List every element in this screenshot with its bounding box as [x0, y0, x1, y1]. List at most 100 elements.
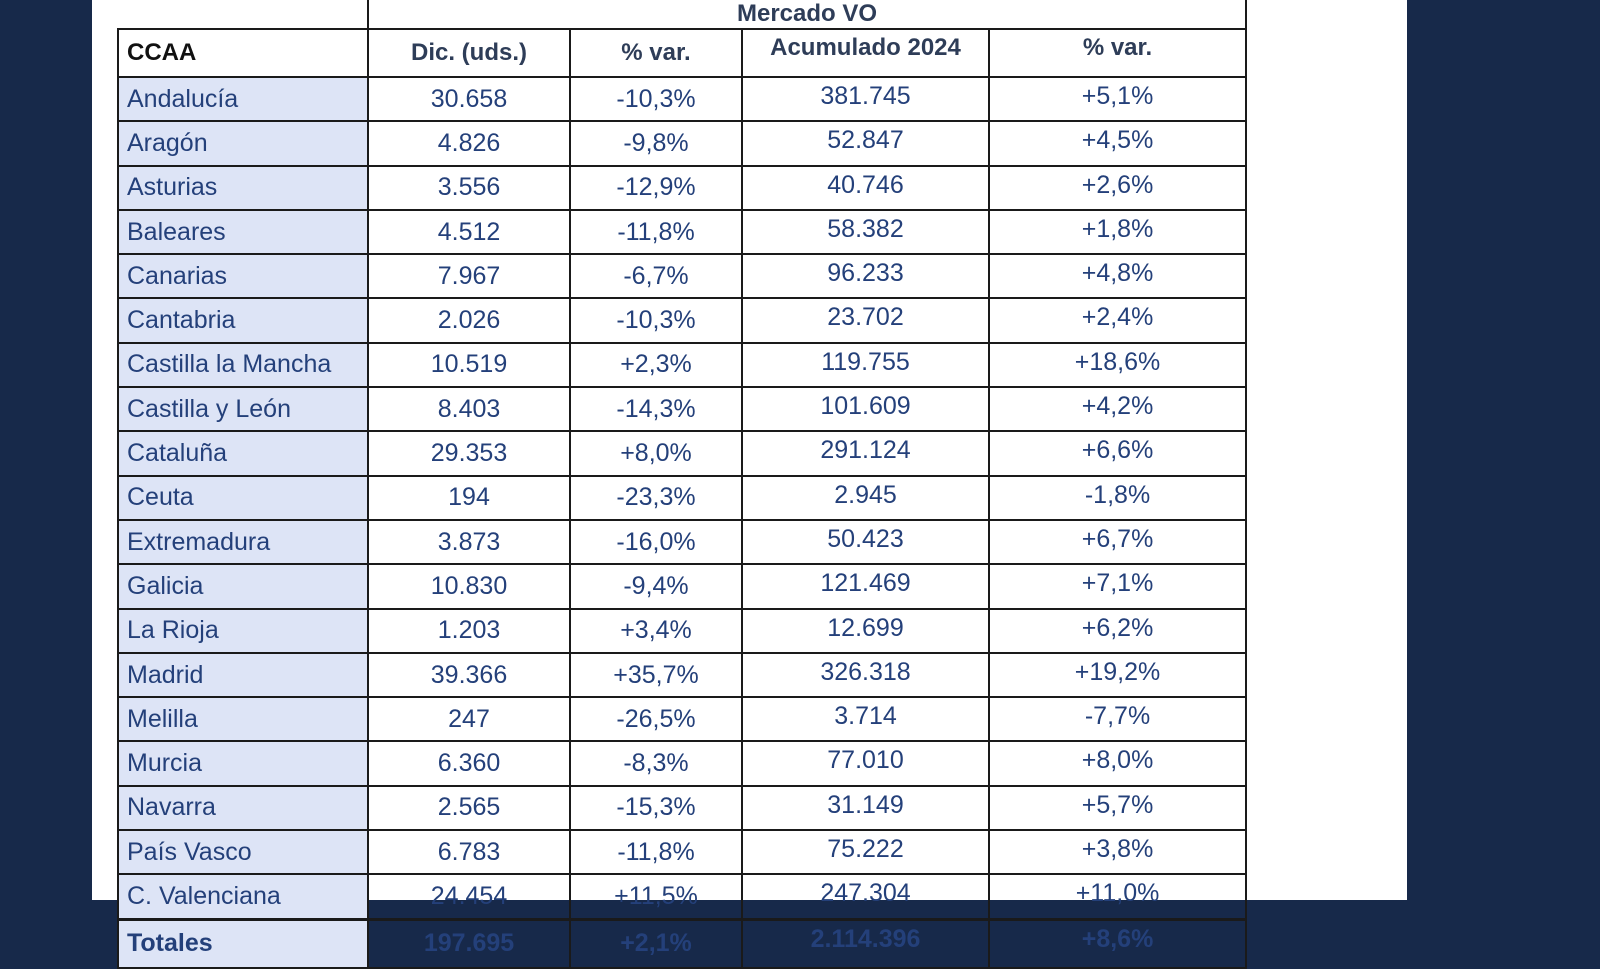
cell-ccaa: Aragón — [117, 120, 369, 167]
cell-var-acumulado: +6,7% — [987, 518, 1248, 566]
super-header-blank — [118, 0, 369, 30]
cell-acumulado: 3.714 — [741, 696, 990, 743]
cell-var-dic: -8,3% — [569, 740, 743, 787]
cell-dic: 10.519 — [367, 341, 571, 389]
cell-ccaa: C. Valenciana — [117, 873, 369, 921]
cell-ccaa: Asturias — [117, 164, 369, 211]
cell-var-acumulado: +4,2% — [987, 386, 1248, 433]
cell-ccaa: Baleares — [117, 208, 369, 256]
cell-acumulado: 119.755 — [741, 341, 990, 389]
table-row: Madrid 39.366 +35,7% 326.318 +19,2% — [117, 651, 1248, 699]
cell-acumulado: 121.469 — [741, 563, 990, 610]
header-row: CCAA Dic. (uds.) % var. Acumulado 2024 %… — [117, 28, 1248, 78]
cell-acumulado: 96.233 — [741, 253, 990, 300]
cell-var-dic: +35,7% — [569, 651, 743, 699]
total-cell-ccaa: Totales — [117, 917, 369, 969]
cell-var-dic: -11,8% — [569, 829, 743, 876]
cell-dic: 7.967 — [367, 253, 571, 300]
cell-dic: 30.658 — [367, 75, 571, 123]
table-row: Cantabria 2.026 -10,3% 23.702 +2,4% — [117, 297, 1248, 344]
cell-acumulado: 12.699 — [741, 607, 990, 654]
cell-dic: 1.203 — [367, 607, 571, 654]
cell-dic: 39.366 — [367, 651, 571, 699]
cell-var-dic: -11,8% — [569, 208, 743, 256]
cell-acumulado: 101.609 — [741, 386, 990, 433]
cell-var-acumulado: +4,8% — [987, 253, 1248, 300]
cell-dic: 3.873 — [367, 518, 571, 566]
cell-var-dic: -14,3% — [569, 386, 743, 433]
cell-ccaa: Melilla — [117, 696, 369, 743]
cell-acumulado: 52.847 — [741, 120, 990, 167]
cell-acumulado: 291.124 — [741, 430, 990, 477]
totals-row: Totales 197.695 +2,1% 2.114.396 +8,6% — [117, 917, 1248, 969]
cell-ccaa: La Rioja — [117, 607, 369, 654]
table-row: La Rioja 1.203 +3,4% 12.699 +6,2% — [117, 607, 1248, 654]
cell-dic: 24.454 — [367, 873, 571, 921]
table-row: Andalucía 30.658 -10,3% 381.745 +5,1% — [117, 75, 1248, 123]
cell-var-acumulado: +6,2% — [987, 607, 1248, 654]
cell-ccaa: Galicia — [117, 563, 369, 610]
cell-acumulado: 326.318 — [741, 651, 990, 699]
cell-dic: 3.556 — [367, 164, 571, 211]
total-cell-var-dic: +2,1% — [569, 917, 743, 969]
header-dic: Dic. (uds.) — [367, 28, 571, 78]
super-header-row: Mercado VO — [118, 0, 1248, 30]
cell-ccaa: Ceuta — [117, 474, 369, 521]
table-row: Extremadura 3.873 -16,0% 50.423 +6,7% — [117, 518, 1248, 566]
cell-acumulado: 77.010 — [741, 740, 990, 787]
cell-dic: 2.565 — [367, 784, 571, 832]
total-cell-acumulado: 2.114.396 — [741, 917, 990, 969]
table-row: Navarra 2.565 -15,3% 31.149 +5,7% — [117, 784, 1248, 832]
header-var-dic: % var. — [569, 28, 743, 78]
table-row: Ceuta 194 -23,3% 2.945 -1,8% — [117, 474, 1248, 521]
cell-dic: 6.360 — [367, 740, 571, 787]
header-ccaa: CCAA — [117, 28, 369, 78]
cell-ccaa: Canarias — [117, 253, 369, 300]
cell-var-dic: -10,3% — [569, 75, 743, 123]
cell-acumulado: 75.222 — [741, 829, 990, 876]
table-row: Castilla y León 8.403 -14,3% 101.609 +4,2% — [117, 386, 1248, 433]
cell-ccaa: Andalucía — [117, 75, 369, 123]
table-row: Murcia 6.360 -8,3% 77.010 +8,0% — [117, 740, 1248, 787]
cell-var-acumulado: -7,7% — [987, 696, 1248, 743]
cell-var-acumulado: +8,0% — [987, 740, 1248, 787]
cell-var-dic: -9,8% — [569, 120, 743, 167]
super-header-mercado-vo: Mercado VO — [366, 0, 1248, 30]
cell-acumulado: 50.423 — [741, 518, 990, 566]
table-row: Castilla la Mancha 10.519 +2,3% 119.755 +18,… — [117, 341, 1248, 389]
cell-ccaa: Cantabria — [117, 297, 369, 344]
cell-var-acumulado: +2,4% — [987, 297, 1248, 344]
cell-dic: 4.512 — [367, 208, 571, 256]
cell-var-dic: -15,3% — [569, 784, 743, 832]
cell-var-acumulado: +5,7% — [987, 784, 1248, 832]
cell-dic: 8.403 — [367, 386, 571, 433]
table-row: Canarias 7.967 -6,7% 96.233 +4,8% — [117, 253, 1248, 300]
total-cell-var-acumulado: +8,6% — [987, 917, 1248, 969]
cell-acumulado: 58.382 — [741, 208, 990, 256]
cell-var-dic: -12,9% — [569, 164, 743, 211]
table-row: C. Valenciana 24.454 +11,5% 247.304 +11,0% — [117, 873, 1248, 921]
cell-ccaa: Castilla la Mancha — [117, 341, 369, 389]
cell-var-dic: +3,4% — [569, 607, 743, 654]
cell-var-acumulado: +5,1% — [987, 75, 1248, 123]
cell-ccaa: Extremadura — [117, 518, 369, 566]
cell-var-acumulado: +7,1% — [987, 563, 1248, 610]
cell-var-acumulado: +19,2% — [987, 651, 1248, 699]
cell-var-dic: -26,5% — [569, 696, 743, 743]
cell-ccaa: Murcia — [117, 740, 369, 787]
cell-ccaa: Madrid — [117, 651, 369, 699]
cell-var-acumulado: +11,0% — [987, 873, 1248, 921]
cell-var-acumulado: +4,5% — [987, 120, 1248, 167]
cell-var-acumulado: +6,6% — [987, 430, 1248, 477]
cell-var-dic: -16,0% — [569, 518, 743, 566]
cell-var-acumulado: -1,8% — [987, 474, 1248, 521]
cell-var-dic: -9,4% — [569, 563, 743, 610]
cell-acumulado: 31.149 — [741, 784, 990, 832]
table-row: Melilla 247 -26,5% 3.714 -7,7% — [117, 696, 1248, 743]
cell-acumulado: 23.702 — [741, 297, 990, 344]
table-row: Cataluña 29.353 +8,0% 291.124 +6,6% — [117, 430, 1248, 477]
cell-acumulado: 40.746 — [741, 164, 990, 211]
cell-ccaa: Navarra — [117, 784, 369, 832]
cell-dic: 2.026 — [367, 297, 571, 344]
cell-ccaa: Castilla y León — [117, 386, 369, 433]
